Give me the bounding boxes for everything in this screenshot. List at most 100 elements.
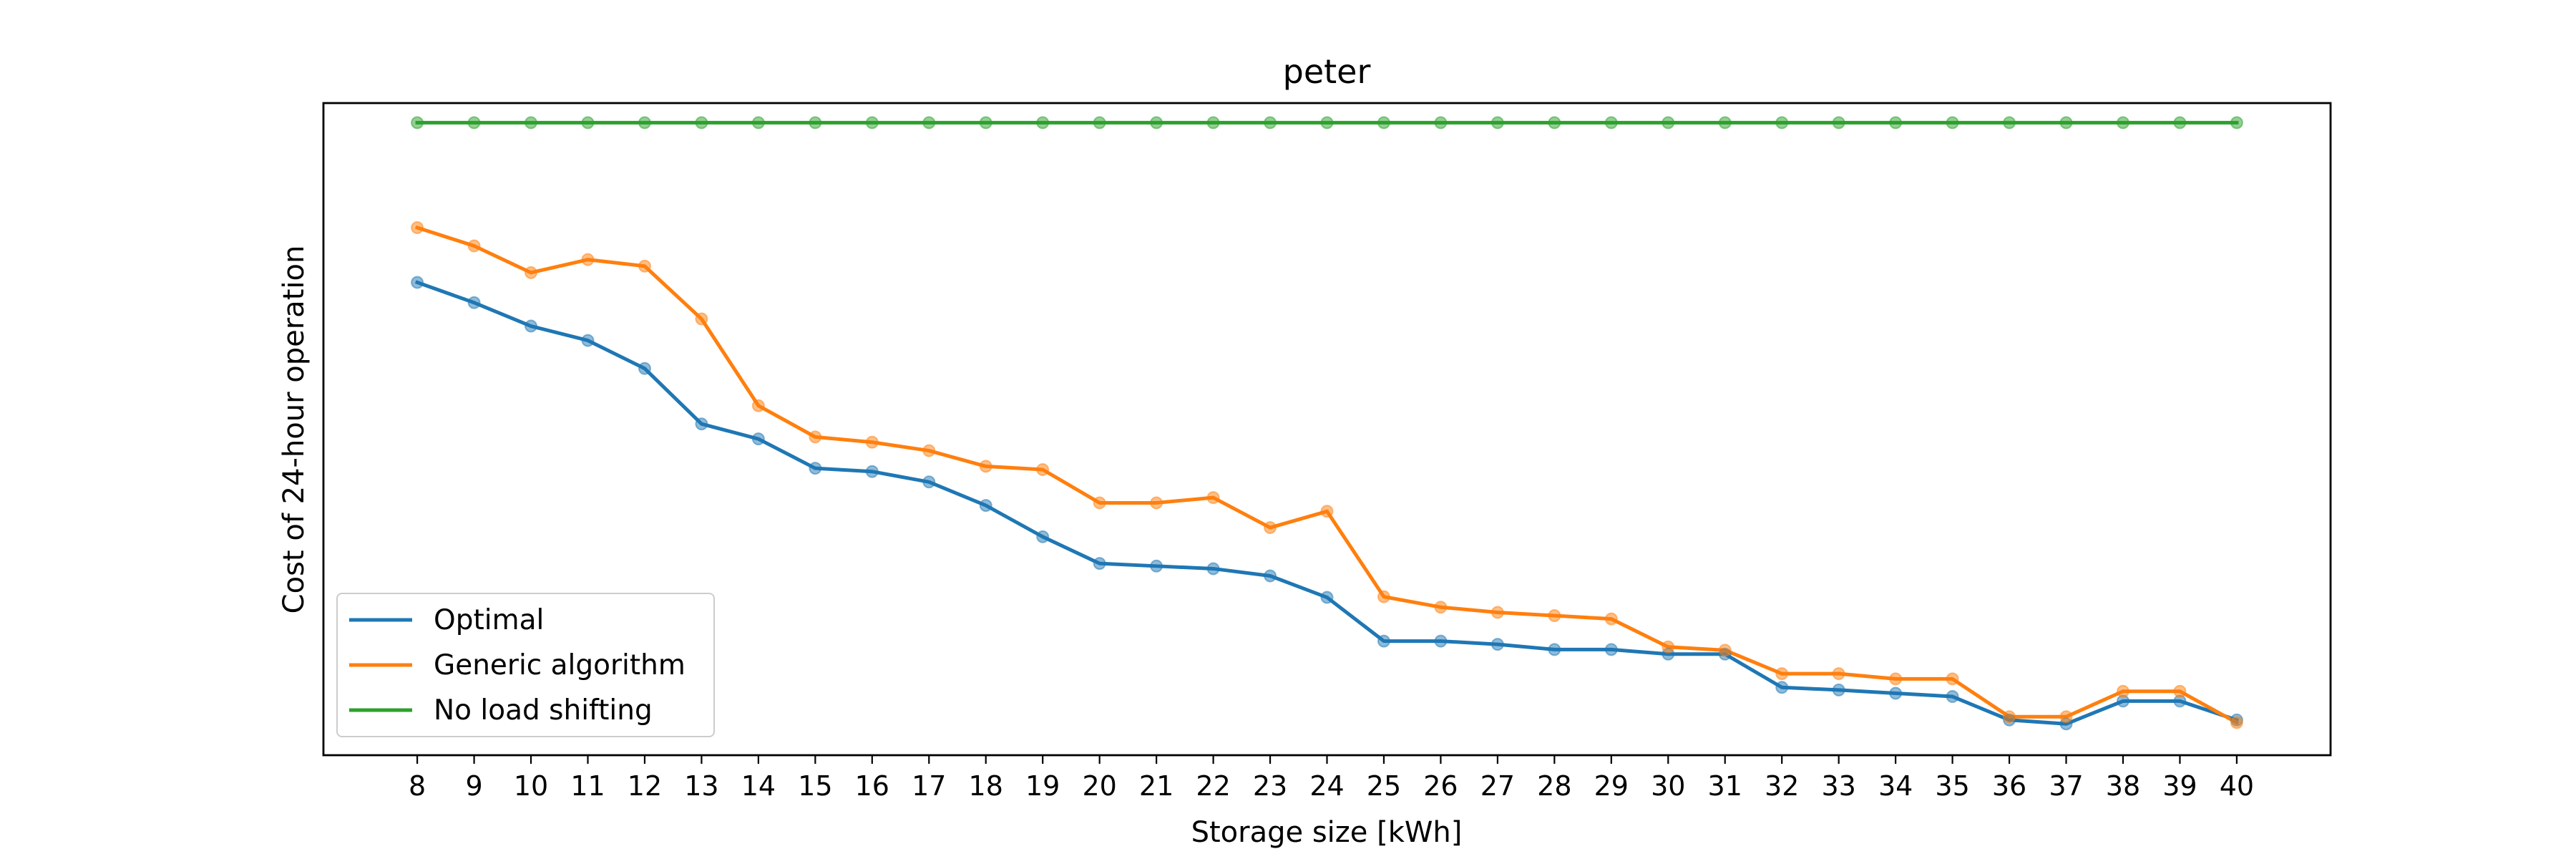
x-tick-label: 28 xyxy=(1537,770,1571,802)
data-point xyxy=(1889,672,1903,686)
data-point xyxy=(1662,640,1675,654)
chart-title: peter xyxy=(1283,52,1371,91)
data-point xyxy=(1775,667,1789,681)
legend-label-1: Generic algorithm xyxy=(434,649,686,681)
data-point xyxy=(1036,530,1050,543)
data-point xyxy=(1889,686,1903,700)
data-point xyxy=(638,361,651,375)
x-tick-label: 37 xyxy=(2049,770,2083,802)
data-point xyxy=(809,430,822,444)
x-tick-label: 18 xyxy=(969,770,1003,802)
legend-label-0: Optimal xyxy=(434,604,544,636)
data-point xyxy=(695,417,708,431)
x-tick-label: 25 xyxy=(1367,770,1401,802)
data-point xyxy=(1264,116,1277,130)
data-point xyxy=(1377,590,1390,603)
x-tick-label: 29 xyxy=(1594,770,1629,802)
data-point xyxy=(1662,116,1675,130)
x-tick-label: 14 xyxy=(741,770,776,802)
data-point xyxy=(1206,491,1220,505)
series-markers xyxy=(411,116,2243,731)
data-point xyxy=(2059,710,2073,724)
x-tick-label: 30 xyxy=(1651,770,1685,802)
x-tick-label: 21 xyxy=(1139,770,1174,802)
x-tick-label: 10 xyxy=(514,770,548,802)
x-tick-label: 33 xyxy=(1821,770,1855,802)
data-point xyxy=(1093,496,1106,510)
data-point xyxy=(865,435,879,449)
data-point xyxy=(2003,710,2016,724)
data-point xyxy=(2059,116,2073,130)
data-point xyxy=(525,116,538,130)
x-tick-label: 15 xyxy=(798,770,832,802)
data-point xyxy=(2230,716,2243,729)
x-tick-label: 31 xyxy=(1708,770,1742,802)
data-point xyxy=(1264,569,1277,583)
data-point xyxy=(1036,116,1050,130)
data-point xyxy=(467,296,481,309)
data-point xyxy=(1548,643,1561,656)
data-point xyxy=(411,276,424,289)
data-point xyxy=(751,116,765,130)
data-point xyxy=(638,259,651,273)
data-point xyxy=(1548,609,1561,623)
data-point xyxy=(525,266,538,279)
x-tick-label: 32 xyxy=(1765,770,1799,802)
x-tick-label: 35 xyxy=(1935,770,1969,802)
x-axis-ticks: 8 9 10 11 12 13 14 15 16 17 18 19 20 21 22 23 24 25 26 27 28… xyxy=(409,755,2254,802)
data-point xyxy=(809,462,822,475)
data-point xyxy=(1036,462,1050,476)
data-point xyxy=(1206,562,1220,576)
data-point xyxy=(1320,505,1334,518)
y-axis-label: Cost of 24-hour operation xyxy=(278,246,311,614)
x-tick-label: 36 xyxy=(1992,770,2026,802)
x-tick-label: 38 xyxy=(2106,770,2140,802)
data-point xyxy=(865,116,879,130)
data-point xyxy=(1377,634,1390,648)
data-point xyxy=(2230,116,2243,130)
x-tick-label: 13 xyxy=(684,770,718,802)
data-point xyxy=(525,319,538,333)
data-point xyxy=(1946,672,1959,686)
data-point xyxy=(1320,591,1334,604)
data-point xyxy=(2116,116,2129,130)
data-point xyxy=(1718,644,1732,657)
data-point xyxy=(1093,557,1106,571)
legend-box xyxy=(336,593,715,737)
data-point xyxy=(1377,116,1390,130)
data-point xyxy=(1604,643,1618,656)
x-tick-label: 9 xyxy=(465,770,482,802)
data-point xyxy=(2003,116,2016,130)
data-point xyxy=(809,116,822,130)
x-tick-label: 8 xyxy=(409,770,426,802)
x-tick-label: 24 xyxy=(1309,770,1344,802)
data-point xyxy=(1491,638,1504,651)
data-point xyxy=(695,312,708,326)
data-point xyxy=(979,499,992,513)
data-point xyxy=(1832,667,1845,681)
data-point xyxy=(1604,116,1618,130)
data-point xyxy=(695,116,708,130)
data-point xyxy=(581,116,595,130)
data-point xyxy=(1093,116,1106,130)
legend: Optimal Generic algorithm No load shifting xyxy=(336,593,715,737)
data-point xyxy=(1206,116,1220,130)
data-point xyxy=(1491,606,1504,619)
data-point xyxy=(1775,681,1789,694)
data-point xyxy=(1434,116,1448,130)
x-tick-label: 26 xyxy=(1423,770,1458,802)
data-point xyxy=(922,475,936,489)
x-tick-label: 27 xyxy=(1480,770,1515,802)
data-point xyxy=(581,334,595,347)
data-point xyxy=(979,460,992,473)
data-point xyxy=(1946,690,1959,704)
data-point xyxy=(1832,116,1845,130)
data-point xyxy=(638,116,651,130)
data-point xyxy=(467,116,481,130)
data-point xyxy=(922,116,936,130)
x-tick-label: 40 xyxy=(2220,770,2254,802)
x-tick-label: 34 xyxy=(1878,770,1913,802)
x-tick-label: 20 xyxy=(1082,770,1116,802)
x-tick-label: 23 xyxy=(1253,770,1287,802)
